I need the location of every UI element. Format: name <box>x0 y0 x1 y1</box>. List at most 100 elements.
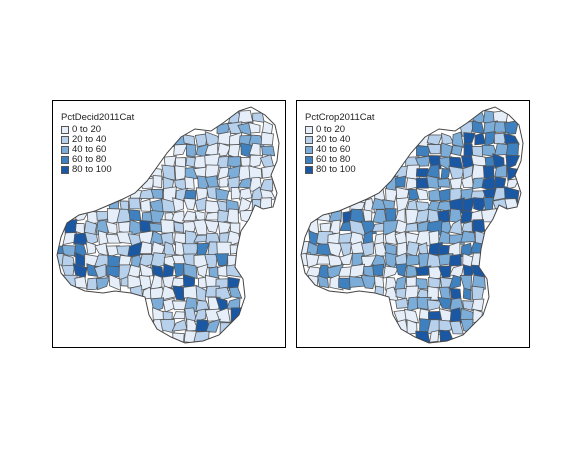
catchment-polygon <box>149 274 163 292</box>
catchment-polygon <box>248 165 263 181</box>
catchment-polygon <box>106 265 121 278</box>
catchment-polygon <box>440 167 451 182</box>
catchment-polygon <box>127 264 141 278</box>
catchment-polygon <box>462 197 476 214</box>
catchment-polygon <box>438 319 454 333</box>
catchment-polygon <box>226 208 239 225</box>
legend-swatch <box>305 125 313 134</box>
catchment-polygon <box>460 242 473 258</box>
catchment-polygon <box>505 154 521 170</box>
catchment-polygon <box>237 110 254 124</box>
catchment-polygon <box>394 275 407 291</box>
catchment-polygon <box>96 210 109 221</box>
catchment-polygon <box>152 175 163 188</box>
catchment-polygon <box>405 264 418 278</box>
catchment-polygon <box>182 210 197 222</box>
catchment-polygon <box>494 143 509 156</box>
legend-label: 80 to 100 <box>72 163 112 175</box>
legend-swatch <box>61 155 69 164</box>
catchment-polygon <box>85 241 97 255</box>
catchment-polygon <box>183 197 197 211</box>
catchment-polygon <box>451 131 465 149</box>
legend-swatch <box>305 145 313 154</box>
catchment-polygon <box>140 198 151 212</box>
catchment-polygon <box>415 265 432 276</box>
catchment-polygon <box>471 164 486 180</box>
catchment-polygon <box>426 144 441 155</box>
catchment-polygon <box>471 120 485 134</box>
catchment-polygon <box>448 274 462 290</box>
catchment-polygon <box>449 320 464 335</box>
catchment-polygon <box>215 188 230 201</box>
legend-title: PctDecid2011Cat <box>61 112 135 123</box>
catchment-polygon <box>182 220 198 234</box>
catchment-polygon <box>249 154 264 169</box>
catchment-polygon <box>484 131 496 148</box>
catchment-polygon <box>94 263 107 279</box>
catchment-polygon <box>227 276 241 289</box>
catchment-polygon <box>428 265 443 280</box>
legend-label: 0 to 20 <box>316 123 346 135</box>
catchment-polygon <box>461 220 473 234</box>
catchment-polygon <box>261 145 276 157</box>
legend-swatch <box>61 135 69 144</box>
catchment-polygon <box>172 197 184 213</box>
catchment-polygon <box>426 164 440 179</box>
catchment-polygon <box>506 178 521 190</box>
catchment-polygon <box>462 287 472 301</box>
catchment-polygon <box>227 156 241 168</box>
legend-item: 20 to 40 <box>61 135 134 145</box>
legend-item: 20 to 40 <box>305 135 375 145</box>
catchment-polygon <box>462 264 475 277</box>
catchment-polygon <box>228 286 243 299</box>
catchment-polygon <box>460 230 476 243</box>
legend-item: 0 to 20 <box>305 125 375 135</box>
catchment-polygon <box>128 197 141 210</box>
catchment-polygon <box>216 142 232 157</box>
catchment-polygon <box>162 297 175 313</box>
legend-decid: PctDecid2011Cat 0 to 20 20 to 40 40 to 6… <box>61 113 134 175</box>
catchment-polygon <box>74 276 88 289</box>
catchment-polygon <box>438 265 452 278</box>
legend-label: 80 to 100 <box>316 163 356 175</box>
catchment-polygon <box>384 230 397 245</box>
catchment-polygon <box>173 143 188 156</box>
catchment-polygon <box>128 209 142 222</box>
legend-item: 60 to 80 <box>61 155 134 165</box>
catchment-polygon <box>218 175 231 188</box>
catchment-polygon <box>437 296 453 310</box>
catchment-polygon <box>184 176 195 190</box>
catchment-polygon <box>406 241 420 258</box>
catchment-polygon <box>360 274 377 290</box>
legend-item: 80 to 100 <box>61 165 134 175</box>
legend-item: 0 to 20 <box>61 125 134 135</box>
choropleth-map-decid <box>53 101 285 347</box>
legend-item: 40 to 60 <box>305 145 375 155</box>
catchment-polygon <box>327 254 343 267</box>
legend-label: 20 to 40 <box>72 133 107 145</box>
catchment-polygon <box>395 263 407 277</box>
legend-item: 80 to 100 <box>305 165 375 175</box>
catchment-polygon <box>237 196 252 215</box>
catchment-polygon <box>463 132 476 146</box>
outside-mask <box>297 101 529 347</box>
legend-swatch <box>61 165 69 174</box>
catchment-polygon <box>160 231 174 247</box>
catchment-polygon <box>215 307 231 323</box>
catchment-polygon <box>193 308 207 323</box>
legend-swatch <box>61 145 69 154</box>
catchment-polygon <box>338 252 354 265</box>
catchment-polygon <box>494 164 508 178</box>
legend-crop: PctCrop2011Cat 0 to 20 20 to 40 40 to 60… <box>305 113 375 175</box>
catchment-polygon <box>428 276 441 290</box>
catchment-polygon <box>172 285 186 301</box>
catchment-polygon <box>351 252 364 270</box>
legend-label: 40 to 60 <box>72 143 107 155</box>
catchment-polygon <box>426 134 443 146</box>
catchment-polygon <box>395 175 407 188</box>
legend-swatch <box>305 135 313 144</box>
legend-title: PctCrop2011Cat <box>305 112 375 123</box>
catchment-polygon <box>414 155 431 167</box>
catchment-polygon <box>383 265 399 279</box>
legend-label: 60 to 80 <box>316 153 351 165</box>
